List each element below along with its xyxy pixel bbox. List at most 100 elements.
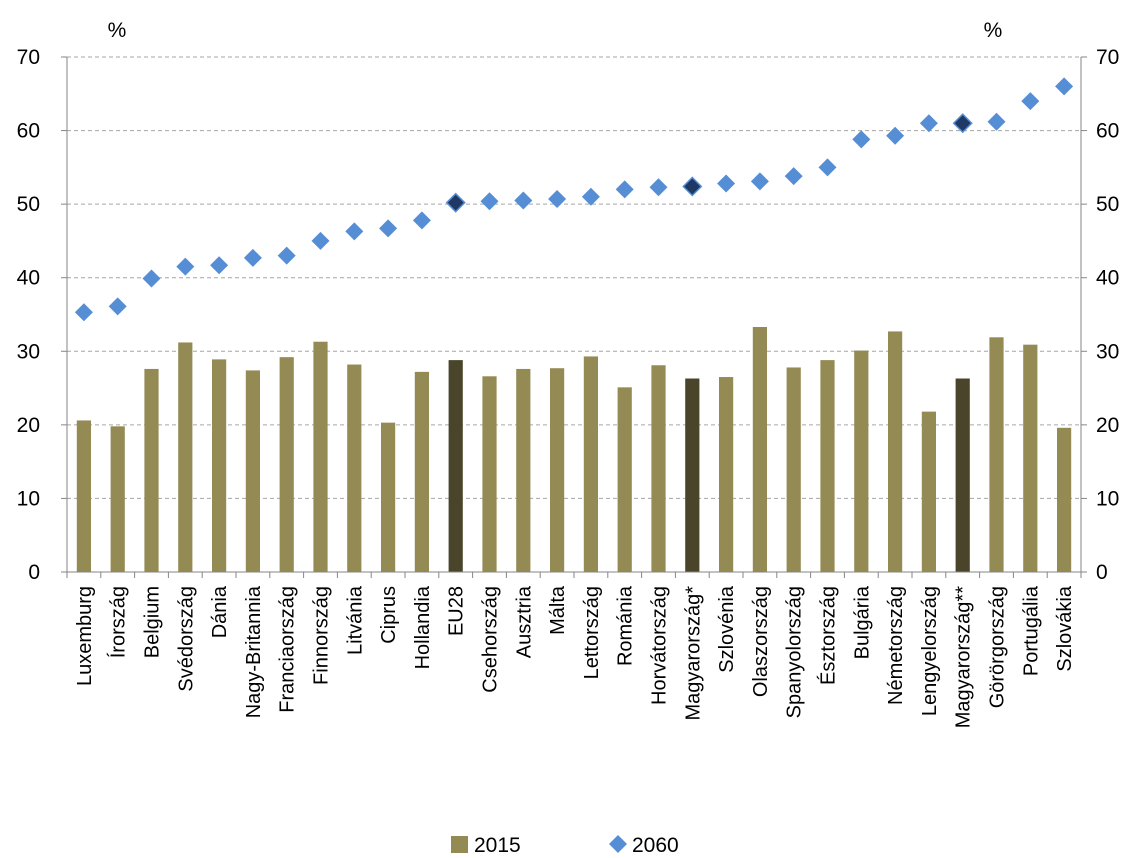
- bar-2015: [212, 359, 227, 572]
- bar-2015: [347, 364, 362, 572]
- category-label: Dánia: [209, 585, 231, 638]
- category-label: Észtország: [817, 586, 840, 685]
- right-tick-label: 70: [1096, 46, 1119, 69]
- bar-2015: [786, 367, 801, 572]
- legend-label-2015: 2015: [474, 834, 521, 857]
- bar-2015: [752, 327, 767, 572]
- legend: 2015 2060: [451, 834, 679, 857]
- category-label: Csehország: [480, 586, 502, 693]
- category-label: Ciprus: [378, 586, 400, 644]
- marker-2060: [514, 191, 533, 210]
- marker-2060: [243, 248, 262, 267]
- category-label: Hollandia: [412, 585, 434, 669]
- left-tick-label: 20: [17, 414, 40, 437]
- marker-2060: [311, 231, 330, 250]
- marker-2060: [108, 297, 127, 316]
- category-label: Olaszország: [750, 586, 772, 697]
- marker-2060: [210, 256, 229, 275]
- category-label: Portugália: [1020, 585, 1042, 676]
- bar-2015: [381, 422, 396, 572]
- markers-2060: [74, 77, 1074, 322]
- right-tick-label: 30: [1096, 340, 1119, 363]
- bar-2015: [550, 368, 565, 572]
- category-label: Litvánia: [344, 585, 366, 655]
- left-tick-label: 60: [17, 120, 40, 143]
- category-label: EU28: [446, 586, 468, 636]
- legend-swatch-2015: [451, 836, 468, 853]
- category-label: Lettország: [581, 586, 603, 679]
- bar-2015: [1057, 427, 1072, 572]
- category-label: Magyarország**: [953, 586, 975, 729]
- marker-2060: [784, 167, 803, 186]
- left-tick-label: 10: [17, 487, 40, 510]
- bar-2015: [110, 426, 125, 572]
- marker-2060: [74, 303, 93, 322]
- marker-2060: [615, 180, 634, 199]
- right-tick-label: 60: [1096, 120, 1119, 143]
- category-label: Szlovákia: [1054, 585, 1076, 671]
- category-label: Horvátország: [649, 586, 671, 705]
- marker-2060: [919, 114, 938, 133]
- marker-2060: [412, 211, 431, 230]
- marker-2060: [987, 112, 1006, 131]
- category-label: Németország: [885, 586, 907, 705]
- bar-2015: [820, 360, 835, 572]
- category-label: Franciaország: [277, 586, 299, 713]
- bar-2015: [279, 357, 294, 572]
- marker-2060: [852, 130, 871, 149]
- marker-2060: [1055, 77, 1074, 96]
- category-label: Bulgária: [851, 585, 873, 659]
- bar-2015: [482, 376, 497, 572]
- bar-2015: [414, 371, 429, 572]
- marker-2060: [952, 113, 973, 134]
- category-label: Írország: [107, 586, 130, 658]
- bar-2015: [685, 378, 700, 572]
- marker-2060: [649, 178, 668, 197]
- bars-2015: [76, 327, 1072, 572]
- bar-2015: [617, 387, 632, 572]
- bar-2015: [245, 370, 260, 572]
- category-label: Nagy-Britannia: [243, 585, 265, 718]
- bar-2015: [989, 337, 1004, 572]
- marker-2060: [480, 192, 499, 211]
- bar-2015: [76, 420, 91, 572]
- legend-swatch-2060: [609, 835, 627, 853]
- bar-2015: [921, 411, 936, 572]
- category-label: Spanyolország: [784, 586, 806, 718]
- bar-2015: [651, 365, 666, 572]
- gridlines: [67, 56, 1081, 499]
- category-label: Görörgország: [987, 586, 1009, 708]
- bar-2015: [144, 368, 159, 572]
- bar-2015: [583, 356, 598, 572]
- right-tick-label: 40: [1096, 267, 1119, 290]
- category-labels: Luxemburg Írország Belgium Svédország Dánia N…: [74, 585, 1076, 728]
- marker-2060: [445, 192, 466, 213]
- category-label: Szlovénia: [716, 585, 738, 673]
- category-label: Belgium: [142, 586, 164, 658]
- bar-2015: [1023, 344, 1038, 572]
- category-label: Magyarország*: [682, 586, 704, 721]
- marker-2060: [581, 187, 600, 206]
- bar-2015: [448, 360, 463, 572]
- left-tick-label: 30: [17, 340, 40, 363]
- left-axis-unit: %: [108, 19, 127, 42]
- marker-2060: [717, 174, 736, 193]
- left-tick-label: 0: [28, 561, 40, 584]
- marker-2060: [345, 222, 364, 241]
- right-axis-unit: %: [984, 19, 1003, 42]
- left-axis-ticks: 0 10 20 30 40 50 60 70: [17, 46, 40, 584]
- marker-2060: [886, 126, 905, 145]
- marker-2060: [682, 176, 703, 197]
- bar-2015: [888, 331, 903, 572]
- marker-2060: [277, 246, 296, 265]
- bar-2015: [516, 368, 531, 572]
- bar-2015: [178, 342, 193, 572]
- marker-2060: [176, 257, 195, 276]
- marker-2060: [379, 219, 398, 238]
- category-label: Luxemburg: [74, 586, 96, 686]
- right-axis-ticks: 0 10 20 30 40 50 60 70: [1096, 46, 1119, 584]
- category-label: Svédország: [175, 586, 197, 692]
- marker-2060: [142, 269, 161, 288]
